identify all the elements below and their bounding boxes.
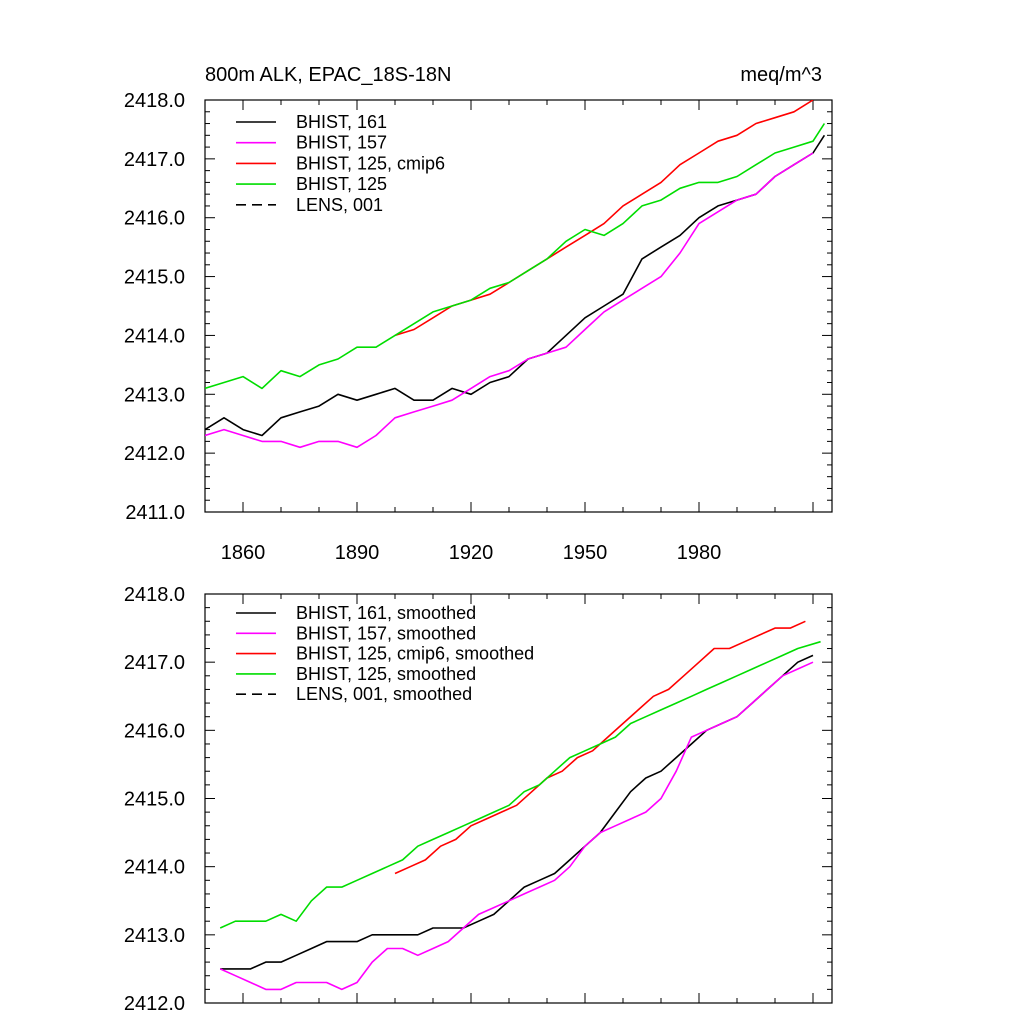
y-tick-label: 2416.0 — [124, 720, 185, 742]
y-tick-label: 2414.0 — [124, 325, 185, 347]
x-tick-label: 1950 — [563, 542, 608, 564]
y-tick-label: 2413.0 — [124, 925, 185, 947]
series-line-1 — [219, 661, 814, 991]
plot-frame — [204, 99, 833, 513]
chart-units: meq/m^3 — [740, 64, 822, 86]
y-tick-label: 2417.0 — [124, 149, 185, 171]
y-tick-label: 2415.0 — [124, 267, 185, 289]
series-line-1 — [205, 152, 814, 449]
y-tick-label: 2411.0 — [125, 502, 185, 524]
legend-label-3: BHIST, 125, smoothed — [296, 664, 476, 684]
series-line-3 — [219, 640, 821, 929]
legend-label-2: BHIST, 125, cmip6, smoothed — [296, 644, 534, 664]
y-tick-label: 2416.0 — [124, 208, 185, 230]
legend-label-4: LENS, 001 — [296, 195, 383, 215]
y-tick-label: 2412.0 — [124, 443, 185, 465]
legend-label-2: BHIST, 125, cmip6 — [296, 153, 445, 173]
x-tick-label: 1890 — [335, 542, 380, 564]
y-tick-label: 2413.0 — [124, 384, 185, 406]
y-tick-label: 2414.0 — [124, 857, 185, 879]
x-tick-label: 1980 — [677, 542, 722, 564]
y-tick-label: 2418.0 — [124, 584, 185, 606]
x-tick-label: 1920 — [449, 542, 494, 564]
legend-label-1: BHIST, 157, smoothed — [296, 623, 476, 643]
series-line-0 — [205, 134, 826, 437]
chart-title: 800m ALK, EPAC_18S-18N — [205, 64, 451, 86]
top-panel: 2411.0 2412.0 2413.0 2414.0 2415.0 2416.0 2417… — [124, 64, 833, 564]
legend-label-0: BHIST, 161 — [296, 112, 387, 132]
series-line-2 — [394, 100, 814, 337]
y-tick-label: 2417.0 — [124, 652, 185, 674]
legend-label-3: BHIST, 125 — [296, 174, 387, 194]
legend-label-1: BHIST, 157 — [296, 133, 387, 153]
y-tick-label: 2415.0 — [124, 789, 185, 811]
legend-label-4: LENS, 001, smoothed — [296, 684, 472, 704]
series-line-3 — [205, 123, 826, 390]
legend-label-0: BHIST, 161, smoothed — [296, 603, 476, 623]
bottom-panel: 2412.0 2413.0 2414.0 2415.0 2416.0 2417.0 2418… — [124, 584, 833, 1015]
y-tick-label: 2412.0 — [124, 993, 185, 1015]
x-tick-label: 1860 — [221, 542, 266, 564]
y-tick-label: 2418.0 — [124, 90, 185, 112]
